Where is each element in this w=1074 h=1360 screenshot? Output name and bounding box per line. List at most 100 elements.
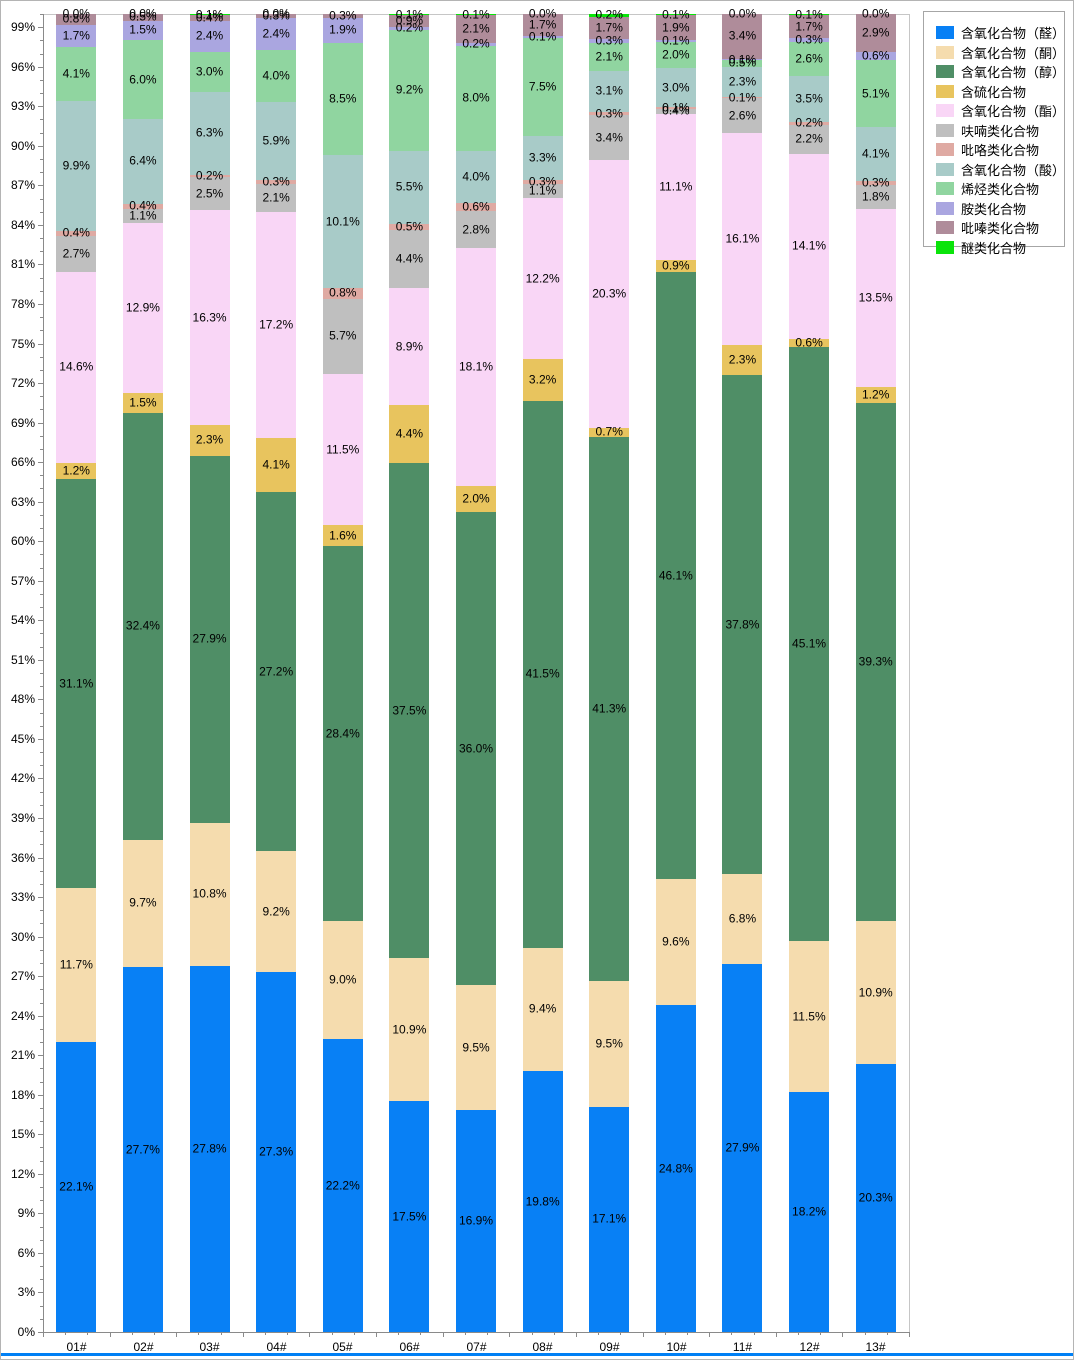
data-label: 22.1%	[59, 1179, 94, 1194]
y-axis-minor-tick	[40, 726, 43, 727]
bar-segment-烯烃类化合物	[256, 49, 297, 103]
bar-segment-吡嗪类化合物	[655, 15, 696, 41]
legend-item: 胺类化合物	[936, 199, 1056, 219]
bar-segment-含氧化合物（醇）	[589, 437, 630, 982]
bar-segment-呋喃类化合物	[655, 108, 696, 115]
x-axis-tick	[709, 1332, 710, 1337]
x-axis-minor-tick	[598, 1332, 599, 1335]
y-axis-minor-tick	[40, 278, 43, 279]
data-label: 0.6%	[862, 48, 890, 63]
legend-swatch-icon	[936, 201, 954, 215]
y-axis-minor-tick	[40, 1306, 43, 1307]
data-label: 1.9%	[329, 22, 357, 37]
bar-segment-含氧化合物（酸）	[389, 151, 430, 224]
x-axis-tick	[243, 1332, 244, 1337]
data-label: 0.1%	[662, 100, 690, 115]
bar-segment-胺类化合物	[855, 52, 896, 61]
bar-segment-含氧化合物（醛）	[722, 963, 763, 1332]
y-axis-major-tick	[38, 818, 43, 819]
legend-item: 含氧化合物（酸）	[936, 160, 1065, 180]
data-label: 0.2%	[795, 115, 823, 130]
bar-segment-胺类化合物	[655, 40, 696, 42]
y-axis-minor-tick	[40, 528, 43, 529]
category-label: 12#	[799, 1340, 820, 1354]
bar-segment-呋喃类化合物	[389, 230, 430, 289]
data-label: 3.1%	[595, 83, 623, 98]
bar-segment-含氧化合物（酯）	[389, 288, 430, 406]
bar-segment-含氧化合物（醇）	[56, 479, 97, 888]
data-label: 0.9%	[662, 258, 690, 273]
data-label: 2.3%	[195, 432, 224, 447]
x-axis-minor-tick	[865, 1332, 866, 1335]
bar-segment-含硫化合物	[56, 463, 97, 480]
bar-segment-含氧化合物（酮）	[322, 920, 363, 1040]
bar-segment-含氧化合物（醇）	[855, 402, 896, 921]
bar-segment-烯烃类化合物	[789, 41, 830, 76]
x-axis-minor-tick	[354, 1332, 355, 1335]
data-label: 37.8%	[725, 617, 760, 632]
y-axis-minor-tick	[40, 923, 43, 924]
category-label: 01#	[66, 1340, 87, 1354]
data-label: 1.7%	[528, 17, 557, 32]
bar-segment-吡嗪类化合物	[256, 14, 297, 18]
y-axis-line	[43, 14, 44, 1333]
data-label: 4.4%	[395, 426, 424, 441]
bar-segment-烯烃类化合物	[456, 45, 496, 151]
data-label: 9.2%	[262, 904, 290, 919]
data-label: 9.9%	[62, 158, 90, 173]
x-axis-minor-tick	[487, 1332, 488, 1335]
y-axis-minor-tick	[40, 80, 43, 81]
data-label: 27.2%	[259, 664, 294, 679]
bar-segment-呋喃类化合物	[189, 177, 230, 211]
data-label: 4.1%	[262, 457, 290, 472]
y-axis-minor-tick	[40, 172, 43, 173]
x-axis-minor-tick	[532, 1332, 533, 1335]
bar-segment-呋喃类化合物	[722, 98, 763, 133]
legend-item: 醚类化合物	[936, 238, 1056, 258]
y-axis-label: 69%	[10, 416, 35, 430]
x-axis-minor-tick	[554, 1332, 555, 1335]
legend-label: 含氧化合物（醛）	[961, 26, 1066, 42]
x-axis-tick	[110, 1332, 111, 1337]
legend-item: 含氧化合物（酯）	[936, 101, 1065, 121]
bar-segment-呋喃类化合物	[56, 236, 97, 272]
y-axis-minor-tick	[40, 1227, 43, 1228]
y-axis-major-tick	[38, 976, 43, 977]
data-label: 5.5%	[395, 179, 424, 194]
data-label: 17.2%	[259, 317, 294, 332]
y-axis-major-tick	[38, 699, 43, 700]
y-axis-minor-tick	[40, 54, 43, 55]
x-axis-tick	[842, 1332, 843, 1337]
x-axis-minor-tick	[465, 1332, 466, 1335]
x-axis-tick	[176, 1332, 177, 1337]
data-label: 27.9%	[725, 1140, 760, 1155]
bar-segment-含氧化合物（醇）	[189, 455, 230, 824]
bar-segment-吡咯类化合物	[256, 180, 297, 185]
bar-segment-含氧化合物（酸）	[256, 102, 297, 181]
y-axis-minor-tick	[40, 713, 43, 714]
y-axis-minor-tick	[40, 1003, 43, 1004]
bar-segment-含氧化合物（酮）	[589, 981, 630, 1107]
y-axis-label: 9%	[17, 1206, 35, 1220]
data-label: 32.4%	[125, 618, 160, 633]
y-axis-major-tick	[38, 1055, 43, 1056]
legend-label: 含氧化合物（酮）	[961, 45, 1066, 61]
y-axis-minor-tick	[40, 14, 43, 15]
data-label: 11.5%	[792, 1009, 826, 1024]
legend-item: 吡咯类化合物	[936, 140, 1056, 160]
data-label: 0.5%	[129, 9, 157, 24]
data-label: 5.9%	[262, 133, 290, 148]
x-axis-tick	[376, 1332, 377, 1337]
legend: 含氧化合物（醛） 含氧化合物（酮） 含氧化合物（醇） 含硫化合物 含氧化合物（酯） 呋喃类…	[923, 11, 1066, 256]
data-label: 31.1%	[59, 676, 94, 690]
bar-segment-含硫化合物	[189, 425, 230, 456]
data-label: 8.5%	[329, 91, 357, 106]
data-label: 3.3%	[528, 150, 557, 165]
bar-segment-含氧化合物（醛）	[56, 1041, 97, 1332]
data-label: 1.5%	[129, 22, 157, 37]
data-label: 0.0%	[728, 6, 757, 21]
y-axis-label: 12%	[10, 1167, 35, 1181]
data-label: 2.4%	[262, 26, 290, 41]
x-axis-minor-tick	[87, 1332, 88, 1335]
y-axis-minor-tick	[40, 159, 43, 160]
